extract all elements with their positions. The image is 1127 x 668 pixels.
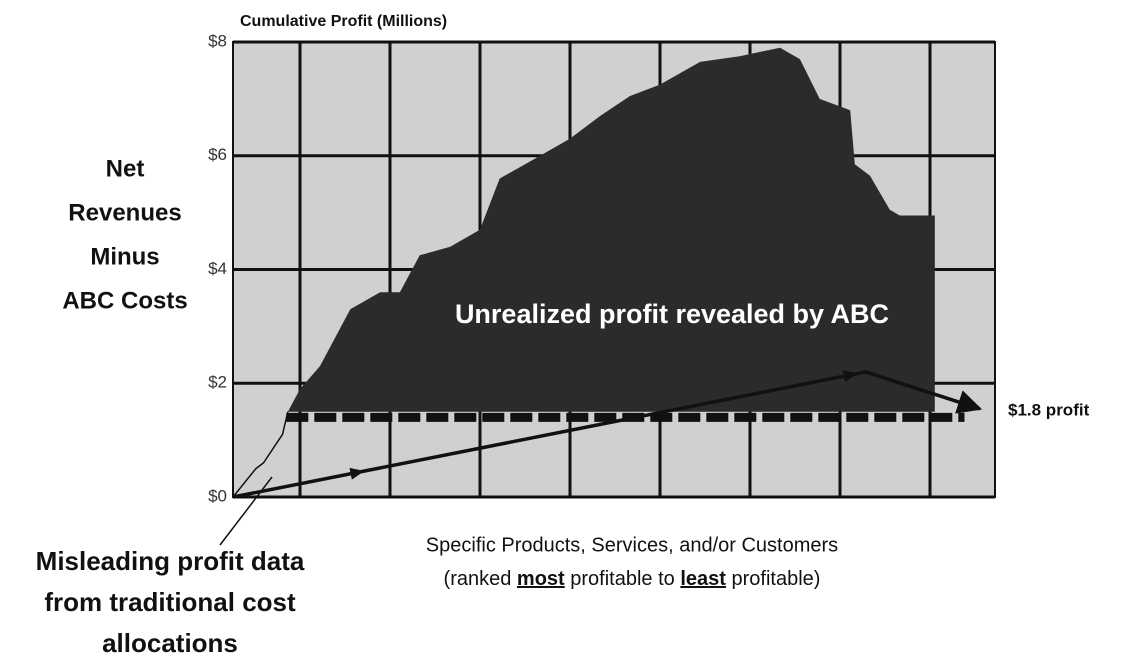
x-axis-label: Specific Products, Services, and/or Cust… — [426, 534, 838, 556]
label-part: least — [680, 568, 726, 590]
y-tick-label: $6 — [208, 145, 227, 164]
note-line: allocations — [102, 628, 238, 658]
note-line: from traditional cost — [44, 587, 296, 617]
arrow-head — [349, 467, 365, 480]
y-axis-label: Net Revenues Minus ABC Costs — [62, 155, 187, 314]
y-label-line: Net — [106, 155, 145, 182]
area-annotation: Unrealized profit revealed by ABC — [455, 299, 889, 329]
end-annotation: $1.8 profit — [1008, 400, 1090, 419]
y-tick-label: $8 — [208, 31, 227, 50]
note: Misleading profit data from traditional … — [36, 546, 305, 658]
note-pointer — [219, 476, 273, 546]
x-axis-label-2: (ranked most profitable to least profita… — [444, 568, 821, 590]
y-tick-label: $0 — [208, 486, 227, 505]
y-label-line: ABC Costs — [62, 287, 187, 314]
profit-area — [287, 47, 935, 412]
label-part: most — [517, 568, 565, 590]
note-line: Misleading profit data — [36, 546, 305, 576]
traditional-line — [232, 411, 289, 498]
misleading-line — [232, 370, 983, 499]
y-tick-label: $2 — [208, 373, 227, 392]
arrow-head — [842, 370, 858, 383]
y-axis-top-label: Cumulative Profit (Millions) — [240, 13, 447, 30]
plot-frame — [232, 41, 996, 498]
y-tick-label: $4 — [208, 259, 227, 278]
label-part: profitable to — [565, 568, 681, 590]
label-part: profitable) — [726, 568, 821, 590]
y-label-line: Minus — [90, 243, 159, 270]
label-part: (ranked — [444, 568, 517, 590]
y-label-line: Revenues — [68, 199, 181, 226]
